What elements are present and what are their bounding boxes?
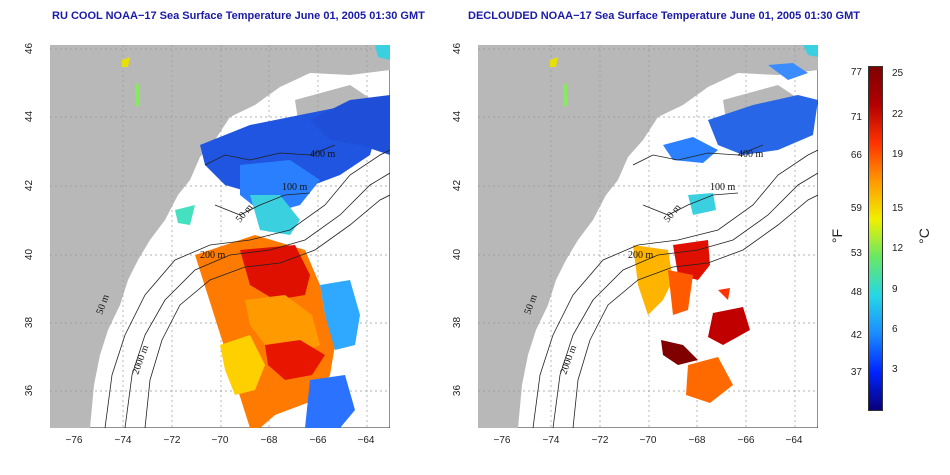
x-tick: −64 (357, 435, 375, 446)
y-tick: 42 (452, 179, 464, 192)
y-tick: 44 (452, 110, 464, 123)
y-tick: 46 (24, 42, 36, 55)
colorbar-f-tick: 37 (850, 367, 862, 378)
contour-label-400m: 400 m (310, 149, 336, 160)
contour-label-200m: 200 m (200, 250, 226, 261)
colorbar-f-tick: 77 (850, 67, 862, 78)
y-tick: 40 (452, 248, 464, 261)
y-tick: 44 (24, 110, 36, 123)
y-tick: 42 (24, 179, 36, 192)
left-map-title: RU COOL NOAA−17 Sea Surface Temperature … (52, 10, 425, 22)
left-sst-map: 50 m 2000 m 200 m 100 m 400 m 50 m (50, 45, 390, 428)
y-tick: 36 (24, 384, 36, 397)
unit-fahrenheit-label: °F (829, 228, 846, 244)
colorbar-f-tick: 66 (850, 150, 862, 161)
contour-label-400m: 400 m (738, 149, 764, 160)
right-sst-map: 50 m 2000 m 200 m 100 m 400 m 50 m (478, 45, 818, 428)
x-tick: −68 (688, 435, 706, 446)
x-tick: −70 (639, 435, 657, 446)
colorbar-f-tick: 42 (850, 330, 862, 341)
x-tick: −66 (309, 435, 327, 446)
contour-label-200m: 200 m (628, 250, 654, 261)
y-tick: 40 (24, 248, 36, 261)
x-tick: −68 (260, 435, 278, 446)
x-tick: −64 (785, 435, 803, 446)
temperature-colorbar (868, 66, 883, 411)
x-tick: −66 (737, 435, 755, 446)
colorbar-c-tick: 19 (892, 149, 904, 160)
contour-label-100m: 100 m (282, 182, 308, 193)
colorbar-c-tick: 22 (892, 109, 904, 120)
x-tick: −72 (163, 435, 181, 446)
y-tick: 38 (452, 316, 464, 329)
colorbar-f-tick: 59 (850, 203, 862, 214)
y-tick: 46 (452, 42, 464, 55)
colorbar-c-tick: 12 (892, 243, 904, 254)
x-tick: −76 (65, 435, 83, 446)
unit-celsius-label: °C (915, 228, 932, 244)
colorbar-f-tick: 71 (850, 112, 862, 123)
x-tick: −74 (542, 435, 560, 446)
x-tick: −76 (493, 435, 511, 446)
colorbar-f-tick: 53 (850, 248, 862, 259)
y-tick: 38 (24, 316, 36, 329)
colorbar-c-tick: 9 (892, 284, 898, 295)
contour-label-100m: 100 m (710, 182, 736, 193)
colorbar-c-tick: 3 (892, 364, 898, 375)
x-tick: −72 (591, 435, 609, 446)
colorbar-c-tick: 25 (892, 68, 904, 79)
colorbar-c-tick: 6 (892, 324, 898, 335)
x-tick: −70 (211, 435, 229, 446)
y-tick: 36 (452, 384, 464, 397)
right-map-title: DECLOUDED NOAA−17 Sea Surface Temperatur… (468, 10, 860, 22)
x-tick: −74 (114, 435, 132, 446)
colorbar-f-tick: 48 (850, 287, 862, 298)
colorbar-c-tick: 15 (892, 203, 904, 214)
